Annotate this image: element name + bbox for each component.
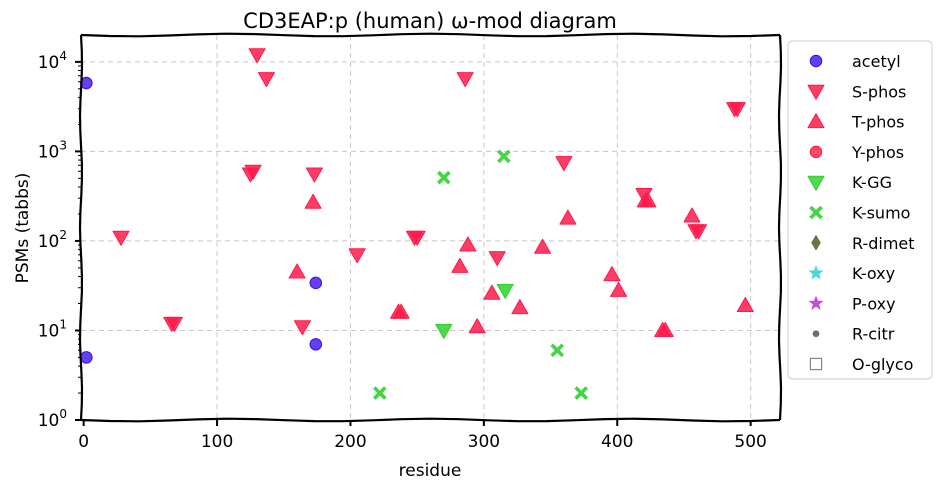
t-phos-point: [288, 263, 306, 279]
t-phos-point: [534, 238, 552, 254]
s-phos-point: [112, 230, 130, 246]
legend-marker: [812, 330, 820, 338]
t-phos-point: [451, 257, 469, 273]
legend-label: P-oxy: [852, 294, 896, 313]
k-gg-point: [496, 283, 514, 299]
legend-label: R-dimet: [852, 234, 915, 253]
k-sumo-point: [373, 386, 387, 400]
x-tick-label: 200: [334, 432, 366, 452]
y-tick-label: 104: [38, 49, 67, 73]
legend-label: K-sumo: [852, 204, 910, 223]
acetyl-point: [80, 351, 93, 364]
y-axis-ticks: 100 101 102 103 104: [38, 49, 81, 431]
y-axis-label: PSMs (tabbs): [13, 173, 33, 284]
legend-marker: [807, 175, 825, 191]
grid: [81, 35, 780, 420]
t-phos-point: [559, 209, 577, 225]
x-tick-label: 300: [468, 432, 500, 452]
legend-label: K-GG: [852, 173, 892, 192]
legend-label: K-oxy: [852, 264, 895, 283]
t-phos-point: [459, 236, 477, 252]
t-phos-point: [389, 303, 407, 319]
legend-marker: [808, 295, 824, 310]
s-phos-point: [348, 248, 366, 264]
legend-box: [787, 40, 933, 380]
t-phos-point: [610, 281, 628, 297]
legend-marker: [807, 84, 825, 100]
x-tick-label: 0: [78, 432, 89, 452]
t-phos-point: [511, 299, 529, 315]
k-sumo-point: [437, 170, 451, 185]
k-gg-point: [435, 323, 453, 339]
s-phos-point: [488, 251, 506, 267]
t-phos-point: [683, 207, 701, 223]
y-tick-label: 101: [38, 317, 67, 341]
y-tick-label: 100: [38, 407, 67, 431]
legend-label: R-citr: [852, 325, 895, 344]
legend-marker: [809, 145, 823, 159]
s-phos-point: [163, 316, 181, 332]
acetyl-point: [309, 338, 323, 351]
legend-label: Y-phos: [851, 143, 904, 162]
legend: acetyl S-phos T-phos Y-phos K-GG K-sumo R-dime…: [787, 40, 933, 380]
t-phos-point: [468, 318, 486, 334]
frame-left: [78, 34, 84, 421]
legend-marker: [809, 54, 823, 68]
s-phos-point: [305, 167, 323, 183]
x-axis-ticks: 0 100 200 300 400 500: [78, 420, 767, 452]
frame-top: [80, 32, 781, 38]
s-phos-point: [405, 230, 423, 246]
s-phos-point: [726, 102, 744, 118]
s-phos-point: [241, 167, 259, 183]
legend-marker: [807, 113, 825, 129]
t-phos-point: [603, 266, 621, 282]
legend-label: acetyl: [852, 52, 901, 71]
legend-label: S-phos: [852, 82, 906, 101]
t-phos-point: [483, 284, 501, 300]
t-phos-point: [654, 321, 672, 337]
acetyl-point: [309, 276, 323, 290]
chart-title: CD3EAP:p (human) ω-mod diagram: [243, 9, 617, 33]
legend-marker: [811, 234, 821, 251]
frame-right: [777, 34, 783, 421]
s-phos-point: [555, 156, 573, 172]
s-phos-point: [257, 72, 275, 88]
legend-marker: [808, 265, 824, 280]
k-sumo-point: [550, 343, 565, 358]
t-phos-point: [636, 192, 654, 208]
s-phos-point: [248, 48, 266, 64]
x-tick-label: 500: [734, 432, 766, 452]
k-sumo-point: [497, 149, 511, 164]
t-phos-point: [304, 193, 322, 209]
t-phos-point: [736, 297, 754, 313]
s-phos-point: [690, 224, 708, 240]
x-tick-label: 400: [601, 432, 633, 452]
plot-frame: [78, 32, 783, 423]
s-phos-point: [456, 72, 474, 88]
legend-label: O-glyco: [852, 355, 913, 374]
y-tick-label: 103: [38, 138, 67, 162]
data-points: [80, 48, 754, 400]
x-tick-label: 100: [201, 432, 233, 452]
s-phos-point: [293, 320, 311, 336]
x-axis-label: residue: [399, 461, 462, 481]
y-tick-label: 102: [38, 228, 67, 252]
legend-marker: [809, 205, 823, 220]
k-sumo-point: [574, 386, 589, 400]
legend-marker: [809, 357, 823, 371]
frame-bottom: [80, 417, 781, 423]
legend-label: T-phos: [851, 113, 905, 132]
